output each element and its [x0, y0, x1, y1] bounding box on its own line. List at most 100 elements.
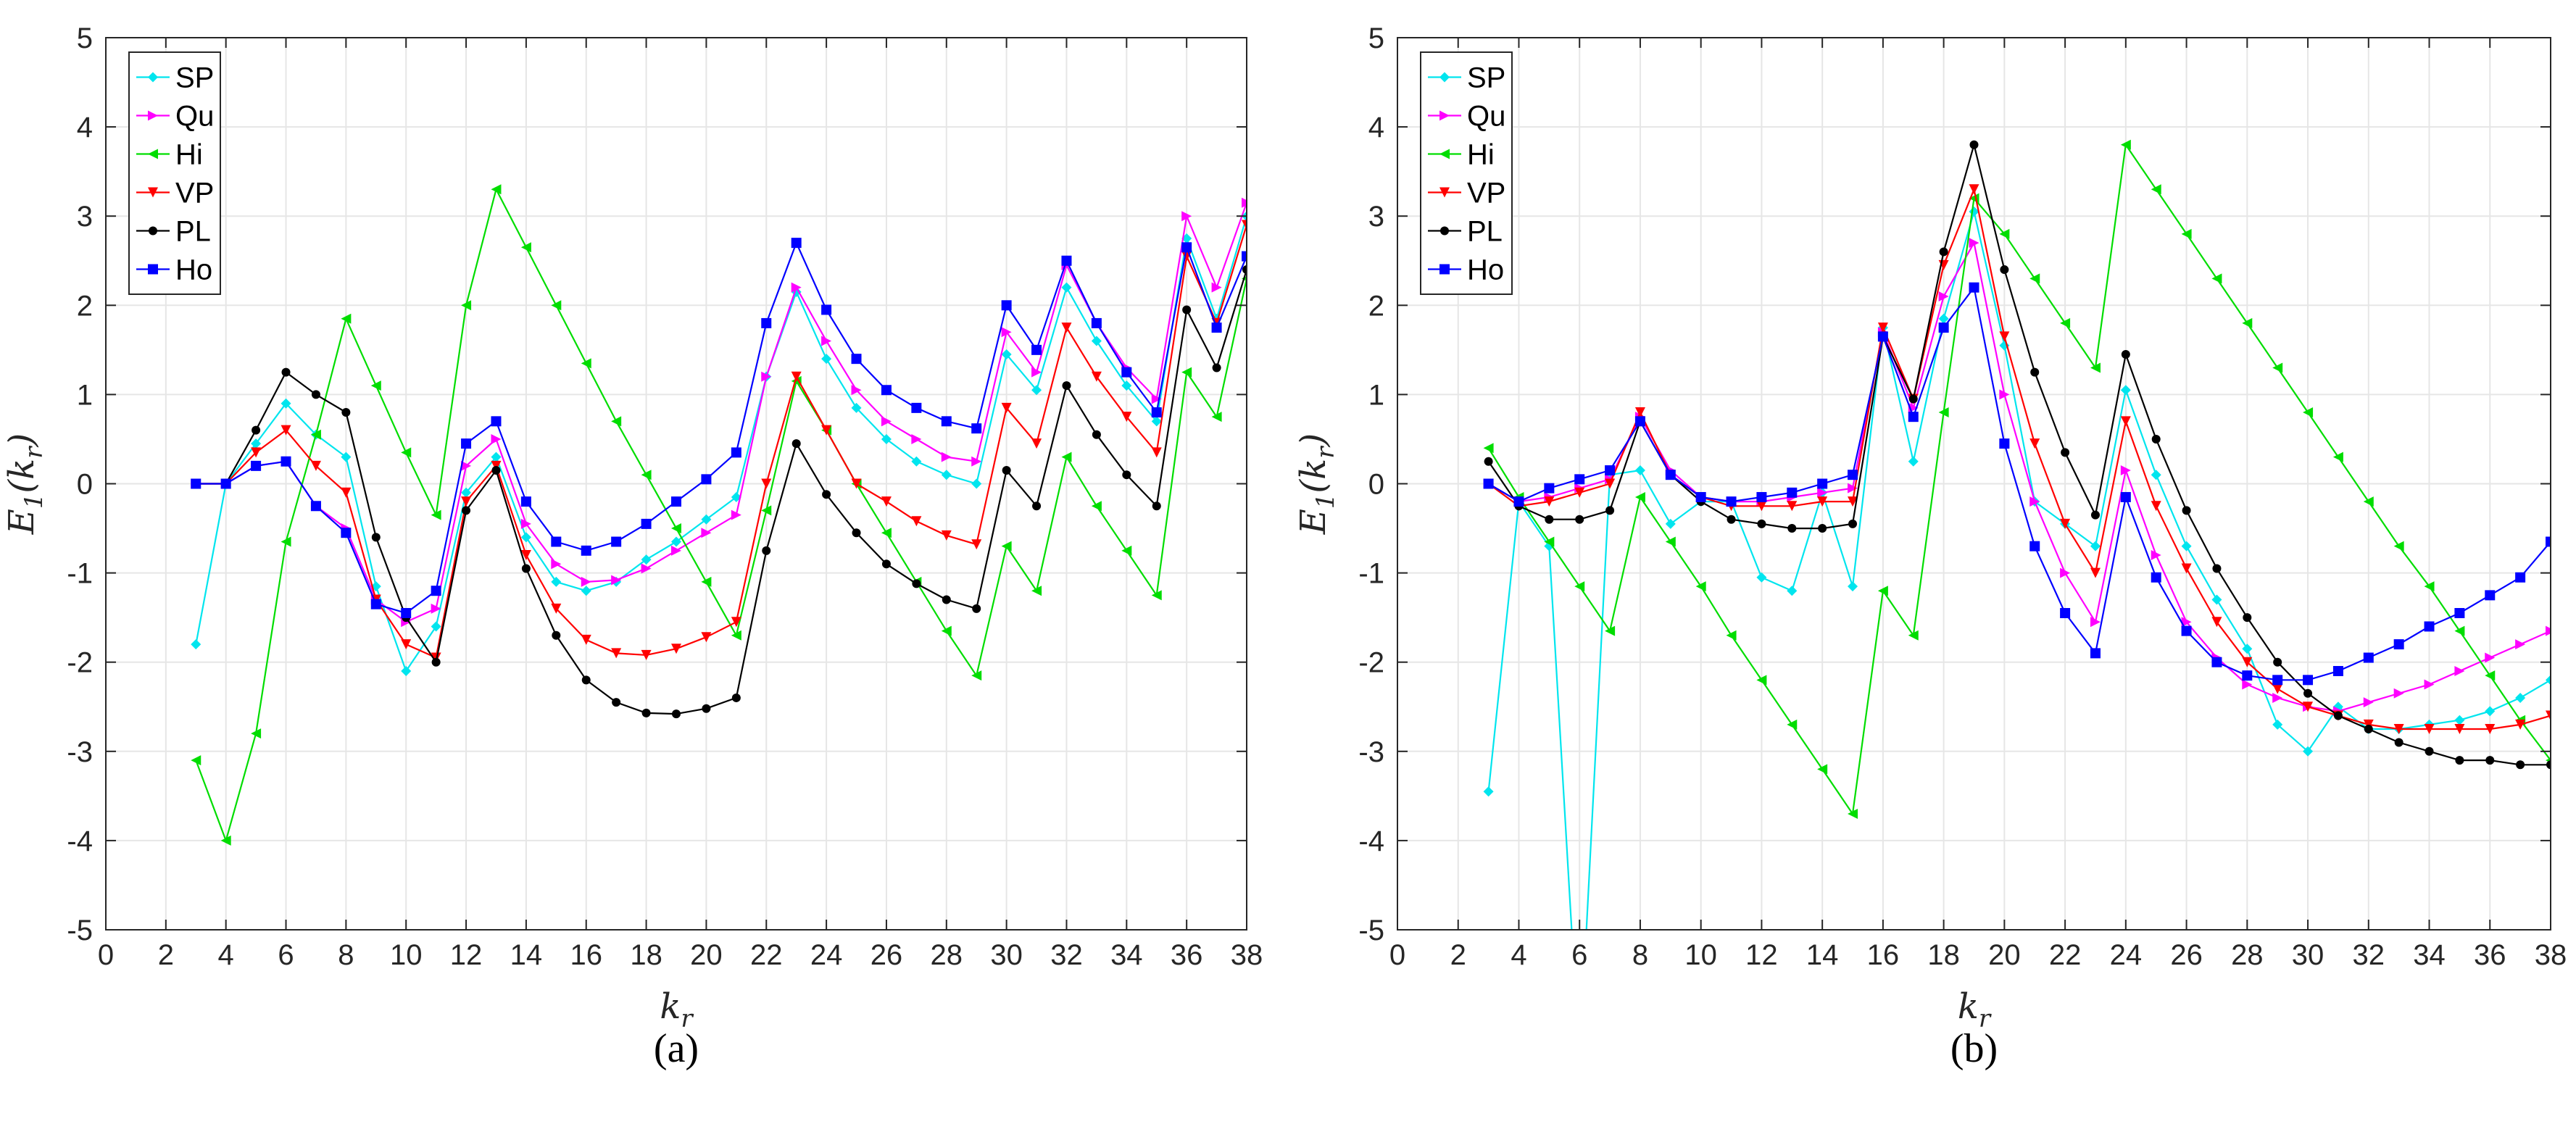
data-point-ho: [2272, 675, 2283, 686]
data-point-pl: [942, 595, 951, 604]
legend: SP Qu Hi VP PL Ho: [128, 51, 221, 295]
data-point-ho: [821, 304, 832, 315]
data-point-pl: [2061, 448, 2070, 457]
series-line-vp: [196, 225, 1247, 659]
data-point-ho: [220, 478, 231, 489]
data-point-pl: [1787, 524, 1797, 533]
data-point-pl: [1605, 506, 1615, 515]
data-point-sp: [1483, 786, 1494, 797]
data-point-ho: [791, 238, 802, 249]
legend-marker: [1439, 187, 1450, 198]
x-tick-label: 38: [2535, 939, 2567, 971]
data-point-hi: [1817, 764, 1828, 775]
data-point-hi: [1695, 581, 1706, 592]
data-point-sp: [2090, 541, 2101, 551]
legend-item-vp: VP: [136, 178, 214, 209]
y-axis-label: E1(kr): [1, 433, 49, 536]
data-point-pl: [1062, 381, 1071, 391]
data-point-vp: [491, 460, 502, 471]
legend: SP Qu Hi VP PL Ho: [1420, 51, 1513, 295]
data-point-qu: [1031, 367, 1042, 378]
data-point-ho: [431, 586, 441, 596]
data-point-pl: [462, 506, 471, 515]
legend-label: Ho: [1467, 254, 1504, 286]
data-point-qu: [2485, 652, 2496, 663]
data-point-pl: [1727, 515, 1736, 524]
x-tick-label: 12: [1745, 939, 1778, 971]
data-point-ho: [2303, 675, 2314, 686]
x-tick-label: 12: [450, 939, 483, 971]
data-point-vp: [2060, 518, 2071, 529]
legend-marker: [1439, 110, 1450, 121]
data-point-pl: [2333, 711, 2343, 720]
x-tick-label: 2: [1450, 939, 1466, 971]
data-point-pl: [1545, 515, 1554, 524]
data-point-vp: [2393, 724, 2404, 735]
data-point-ho: [2454, 607, 2465, 618]
x-tick-label: 20: [690, 939, 723, 971]
data-point-pl: [1182, 305, 1192, 315]
data-point-qu: [701, 528, 712, 538]
data-point-sp: [520, 532, 531, 543]
data-point-qu: [2424, 679, 2435, 690]
data-point-ho: [370, 599, 381, 609]
data-point-ho: [1877, 331, 1888, 342]
x-tick-label: 8: [1632, 939, 1648, 971]
legend-label: Qu: [1467, 101, 1505, 133]
data-point-vp: [1756, 501, 1767, 512]
data-point-qu: [461, 460, 472, 471]
data-point-pl: [2273, 657, 2282, 667]
x-tick-label: 36: [1171, 939, 1203, 971]
data-point-ho: [2151, 572, 2161, 583]
series-line-qu: [196, 202, 1247, 623]
data-point-sp: [671, 536, 681, 547]
data-point-qu: [2029, 496, 2040, 507]
y-tick-label: -1: [1358, 558, 1384, 590]
y-tick-label: 0: [77, 469, 93, 501]
data-point-ho: [1634, 416, 1645, 427]
data-point-pl: [311, 390, 320, 399]
data-point-pl: [341, 408, 351, 417]
legend-marker: [148, 264, 158, 275]
data-point-vp: [1848, 496, 1858, 507]
data-point-pl: [581, 675, 591, 685]
data-point-pl: [1757, 519, 1766, 528]
data-point-sp: [581, 586, 591, 596]
data-point-hi: [2363, 496, 2374, 507]
data-point-hi: [2029, 273, 2040, 284]
data-point-pl: [2212, 564, 2222, 573]
data-point-qu: [611, 575, 622, 586]
data-point-qu: [551, 559, 562, 570]
data-point-ho: [251, 460, 262, 471]
data-point-hi: [731, 630, 741, 641]
x-tick-label: 6: [1571, 939, 1587, 971]
y-tick-label: -2: [67, 647, 93, 679]
data-point-qu: [1181, 211, 1192, 222]
data-point-hi: [2090, 362, 2101, 373]
data-point-hi: [220, 835, 231, 846]
x-tick-label: 30: [2292, 939, 2324, 971]
data-point-ho: [1001, 300, 1012, 311]
data-point-hi: [1787, 719, 1798, 730]
y-tick-label: -5: [67, 915, 93, 946]
data-point-ho: [401, 607, 412, 618]
series-hi: [191, 184, 1247, 846]
data-point-pl: [2000, 265, 2009, 275]
data-point-sp: [851, 402, 862, 413]
legend-item-pl: PL: [1428, 216, 1503, 248]
data-point-hi: [1544, 536, 1555, 547]
series-ho: [191, 238, 1247, 618]
data-point-hi: [2454, 625, 2465, 636]
data-point-hi: [1665, 536, 1676, 547]
data-point-pl: [672, 709, 681, 719]
data-point-vp: [611, 648, 622, 659]
legend-label: Qu: [175, 101, 214, 133]
data-point-pl: [852, 528, 861, 538]
data-point-pl: [1818, 524, 1827, 533]
data-point-vp: [821, 425, 832, 436]
data-point-sp: [1848, 581, 1858, 592]
data-point-hi: [551, 300, 562, 311]
data-point-ho: [581, 545, 591, 556]
data-point-ho: [671, 496, 681, 507]
x-tick-label: 2: [158, 939, 174, 971]
